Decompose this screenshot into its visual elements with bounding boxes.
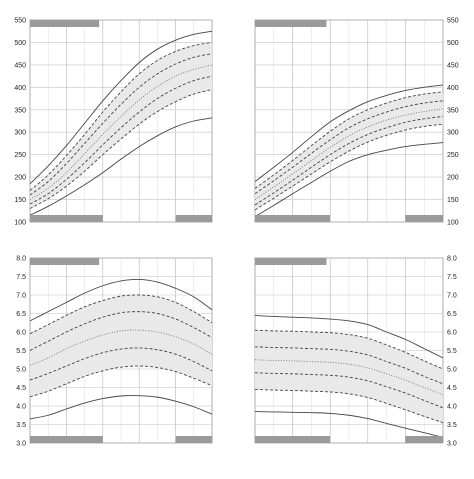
y-tick-label: 6.0 xyxy=(16,330,26,337)
y-tick-label: 5.5 xyxy=(16,348,26,355)
series-line-p50 xyxy=(254,359,444,396)
series-line-p3 xyxy=(254,142,444,217)
y-tick-label: 550 xyxy=(14,18,26,25)
y-tick-label: 450 xyxy=(14,62,26,69)
y-tick-label: 400 xyxy=(14,85,26,92)
y-tick-label: 7.5 xyxy=(16,274,26,281)
y-tick-label: 5.0 xyxy=(447,367,457,374)
panel-label-band xyxy=(30,258,100,265)
footer-band-left xyxy=(255,215,331,222)
series-line-p97 xyxy=(254,84,444,182)
series-line-p50 xyxy=(29,329,213,366)
y-tick-label: 8.0 xyxy=(447,256,457,263)
chart-panel-4: 3.0 3.5 4.0 4.5 5.0 5.5 6.0 6.5 7.0 7.5 8.0 xyxy=(254,256,457,448)
series-line-p75 xyxy=(254,100,444,195)
series-line-p10 xyxy=(254,388,444,424)
series-line-p3 xyxy=(29,395,213,420)
y-tick-label: 3.5 xyxy=(447,422,457,429)
y-tick-label: 3.0 xyxy=(447,441,457,448)
y-tick-label: 250 xyxy=(14,152,26,159)
y-tick-label: 7.5 xyxy=(447,274,457,281)
footer-band-right xyxy=(175,436,212,443)
series-line-p97 xyxy=(29,278,213,322)
y-tick-label: 8.0 xyxy=(16,256,26,263)
footer-band-left xyxy=(30,436,103,443)
y-tick-label: 3.5 xyxy=(16,422,26,429)
footer-band-left xyxy=(255,436,331,443)
y-tick-label: 150 xyxy=(14,197,26,204)
y-tick-label: 4.0 xyxy=(16,404,26,411)
series-line-p90 xyxy=(254,329,444,370)
series-line-p10 xyxy=(29,365,213,398)
series-line-p90 xyxy=(29,41,213,191)
series-line-p3 xyxy=(29,117,213,216)
percentile-band xyxy=(255,330,443,423)
y-tick-label: 4.0 xyxy=(447,404,457,411)
y-tick-label: 300 xyxy=(447,130,459,137)
series-line-p75 xyxy=(254,346,444,385)
footer-band-right xyxy=(175,215,212,222)
y-tick-label: 100 xyxy=(14,220,26,227)
y-tick-label: 200 xyxy=(447,175,459,182)
series-line-p50 xyxy=(29,64,213,200)
series-line-p3 xyxy=(254,411,444,438)
y-tick-label: 250 xyxy=(447,152,459,159)
y-tick-label: 550 xyxy=(447,18,459,25)
footer-band-right xyxy=(405,215,443,222)
y-tick-label: 150 xyxy=(447,197,459,204)
series-line-p75 xyxy=(29,53,213,196)
y-tick-label: 350 xyxy=(14,107,26,114)
series-line-p50 xyxy=(254,108,444,200)
y-tick-label: 5.0 xyxy=(16,367,26,374)
series-line-p75 xyxy=(29,311,213,351)
y-tick-label: 350 xyxy=(447,107,459,114)
y-tick-label: 300 xyxy=(14,130,26,137)
y-tick-label: 4.5 xyxy=(447,385,457,392)
series-line-p25 xyxy=(29,347,213,381)
y-tick-label: 7.0 xyxy=(447,293,457,300)
series-line-p10 xyxy=(254,123,444,211)
y-tick-label: 100 xyxy=(447,220,459,227)
y-tick-label: 4.5 xyxy=(16,385,26,392)
panel-label-band xyxy=(255,258,327,265)
y-tick-label: 450 xyxy=(447,62,459,69)
series-line-p97 xyxy=(29,30,213,185)
series-line-p25 xyxy=(254,116,444,206)
panel-label-band xyxy=(255,20,327,27)
y-tick-label: 7.0 xyxy=(16,293,26,300)
y-tick-label: 6.5 xyxy=(447,311,457,318)
series-line-p97 xyxy=(254,314,444,359)
y-tick-label: 5.5 xyxy=(447,348,457,355)
y-tick-label: 200 xyxy=(14,175,26,182)
chart-panel-3: 3.0 3.5 4.0 4.5 5.0 5.5 6.0 6.5 7.0 7.5 8.0 xyxy=(16,256,213,448)
y-tick-label: 500 xyxy=(14,40,26,47)
footer-band-right xyxy=(405,436,443,443)
y-tick-label: 3.0 xyxy=(16,441,26,448)
footer-band-left xyxy=(30,215,103,222)
percentile-band xyxy=(30,294,212,397)
percentile-band xyxy=(30,42,212,209)
y-tick-label: 500 xyxy=(447,40,459,47)
panel-label-band xyxy=(30,20,100,27)
chart-panel-2: 100 150 200 250 300 350 400 450 500 550 xyxy=(254,18,459,227)
series-line-p90 xyxy=(254,91,444,189)
y-tick-label: 6.0 xyxy=(447,330,457,337)
chart-panel-1: 100 150 200 250 300 350 400 450 500 550 xyxy=(14,18,213,227)
series-line-p90 xyxy=(29,294,213,335)
y-tick-label: 6.5 xyxy=(16,311,26,318)
series-line-p25 xyxy=(29,75,213,205)
series-line-p25 xyxy=(254,372,444,409)
y-tick-label: 400 xyxy=(447,85,459,92)
series-line-p10 xyxy=(29,89,213,209)
